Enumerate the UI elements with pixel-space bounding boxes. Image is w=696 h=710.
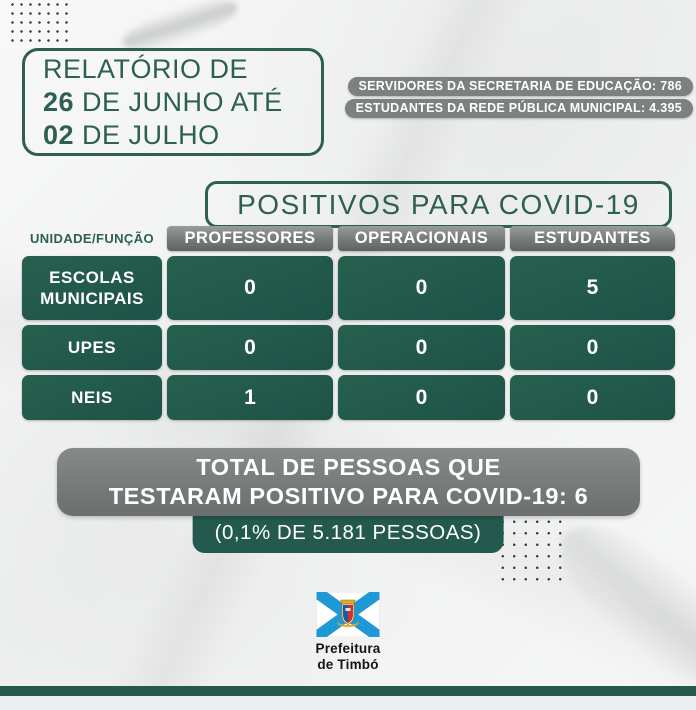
stat-pills: SERVIDORES DA SECRETARIA DE EDUCAÇÃO: 78… [344,77,693,118]
dots-pattern-middle-right [497,516,569,586]
column-header-professores: PROFESSORES [167,226,333,251]
table-cell: 0 [167,256,333,320]
table-cell: 0 [510,325,675,370]
row-label-upes: UPES [22,325,162,370]
table-cell: 0 [510,375,675,420]
table-cell: 0 [167,325,333,370]
table-cell: 1 [167,375,333,420]
table-cell: 0 [338,256,505,320]
row-label-escolas-municipais: ESCOLAS MUNICIPAIS [22,256,162,320]
table-title: POSITIVOS PARA COVID-19 [205,181,672,228]
report-date-start: 26 DE JUNHO ATÉ [43,86,283,117]
table-corner-label: UNIDADE/FUNÇÃO [29,231,155,246]
bottom-green-bar [0,686,696,696]
row-label-neis: NEIS [22,375,162,420]
table-cell: 0 [338,375,505,420]
org-name: Prefeitura de Timbó [315,641,381,672]
end-day: 02 [43,119,75,150]
table-cell: 0 [338,325,505,370]
total-line-1: TOTAL DE PESSOAS QUE [196,454,501,480]
start-day: 26 [43,86,75,117]
covid-table: UNIDADE/FUNÇÃO PROFESSORES OPERACIONAIS … [22,226,675,420]
coat-of-arms [336,599,360,628]
stat-badge-servidores: SERVIDORES DA SECRETARIA DE EDUCAÇÃO: 78… [347,77,693,96]
report-date-end: 02 DE JULHO [43,119,220,150]
dots-pattern-top-left [8,0,70,48]
total-line-2: TESTARAM POSITIVO PARA COVID-19: 6 [108,483,589,509]
column-header-operacionais: OPERACIONAIS [338,226,505,251]
report-period-box: RELATÓRIO DE 26 DE JUNHO ATÉ 02 DE JULHO [22,48,324,156]
report-title: RELATÓRIO DE [43,53,249,84]
total-summary-box: TOTAL DE PESSOAS QUE TESTARAM POSITIVO P… [57,448,640,516]
column-header-estudantes: ESTUDANTES [510,226,675,251]
stat-badge-estudantes: ESTUDANTES DA REDE PÚBLICA MUNICIPAL: 4.… [344,99,693,118]
city-logo: Prefeitura de Timbó [315,592,380,673]
table-cell: 5 [510,256,675,320]
timbo-flag-icon [316,592,380,637]
